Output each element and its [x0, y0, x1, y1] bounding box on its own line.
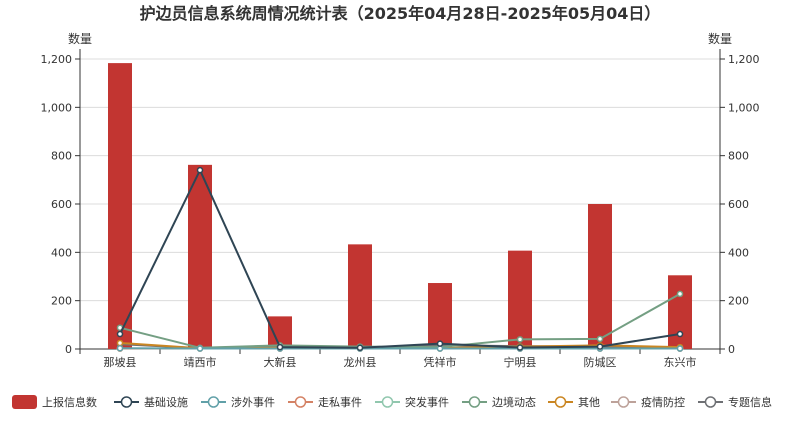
legend-label: 其他 — [578, 396, 600, 409]
data-point[interactable] — [196, 166, 204, 174]
legend-item[interactable]: 边境动态 — [462, 395, 536, 409]
legend[interactable]: 上报信息数 基础设施 涉外事件 走私事件 突发事件 边境动态 其他 疫情防控 专题信息 — [12, 395, 772, 409]
data-point[interactable] — [436, 340, 444, 347]
left-tick-label: 400 — [51, 246, 72, 259]
right-axis-name: 数量 — [708, 31, 732, 46]
left-tick-label: 1,000 — [41, 101, 73, 114]
right-tick-label: 200 — [728, 295, 749, 308]
legend-item[interactable]: 基础设施 — [114, 396, 188, 409]
left-tick-label: 200 — [51, 295, 72, 308]
legend-marker — [381, 396, 394, 408]
legend-label: 上报信息数 — [42, 395, 97, 409]
category-label: 大新县 — [264, 355, 297, 369]
data-point[interactable] — [676, 330, 684, 338]
chart-title: 护边员信息系统周情况统计表（2025年04月28日-2025年05月04日） — [140, 4, 661, 23]
bar[interactable] — [428, 283, 452, 349]
series-line — [119, 293, 681, 349]
category-label: 那坡县 — [104, 356, 137, 369]
legend-marker — [468, 396, 481, 408]
data-point[interactable] — [356, 344, 364, 352]
legend-marker — [617, 396, 630, 408]
data-point[interactable] — [516, 336, 524, 343]
legend-item[interactable]: 涉外事件 — [201, 395, 275, 409]
legend-swatch — [12, 395, 37, 409]
legend-label: 走私事件 — [318, 396, 362, 409]
line-layer — [116, 166, 684, 352]
legend-item[interactable]: 其他 — [548, 396, 600, 409]
legend-marker — [120, 396, 133, 408]
bar[interactable] — [668, 275, 692, 349]
legend-marker — [207, 396, 220, 408]
legend-label: 专题信息 — [728, 395, 772, 409]
bar[interactable] — [348, 244, 372, 349]
left-tick-label: 1,200 — [41, 53, 73, 66]
category-label: 龙州县 — [344, 356, 377, 369]
legend-marker — [554, 396, 567, 408]
category-label: 宁明县 — [504, 355, 537, 369]
legend-marker — [294, 396, 307, 408]
data-point[interactable] — [116, 345, 124, 352]
legend-item[interactable]: 疫情防控 — [611, 395, 685, 409]
data-point[interactable] — [516, 344, 524, 351]
data-point[interactable] — [196, 345, 204, 352]
series-line — [119, 169, 681, 349]
bar[interactable] — [108, 63, 132, 349]
right-tick-label: 1,000 — [728, 101, 760, 114]
legend-label: 边境动态 — [492, 395, 536, 409]
data-point[interactable] — [116, 330, 124, 338]
legend-item[interactable]: 专题信息 — [698, 395, 772, 409]
legend-label: 涉外事件 — [231, 395, 275, 409]
data-point[interactable] — [276, 343, 284, 351]
left-axis-name: 数量 — [68, 31, 92, 46]
right-tick-label: 0 — [728, 343, 735, 356]
right-tick-label: 400 — [728, 246, 749, 259]
data-point[interactable] — [676, 345, 684, 352]
left-tick-label: 600 — [51, 198, 72, 211]
right-tick-label: 1,200 — [728, 53, 760, 66]
data-point[interactable] — [596, 335, 604, 343]
grid-layer — [80, 58, 720, 302]
bar-layer — [108, 63, 692, 349]
data-point[interactable] — [676, 290, 684, 298]
bar[interactable] — [588, 204, 612, 349]
left-tick-label: 800 — [51, 150, 72, 163]
legend-marker — [704, 396, 717, 408]
data-point[interactable] — [116, 339, 124, 347]
legend-item[interactable]: 突发事件 — [375, 395, 449, 409]
bar[interactable] — [508, 250, 532, 349]
data-point[interactable] — [596, 343, 604, 350]
legend-label: 基础设施 — [144, 396, 188, 409]
left-tick-label: 0 — [65, 343, 72, 356]
bar[interactable] — [188, 164, 212, 349]
category-label: 凭祥市 — [424, 355, 457, 369]
category-label: 靖西市 — [184, 355, 217, 369]
legend-label: 疫情防控 — [641, 395, 685, 409]
right-tick-label: 800 — [728, 150, 749, 163]
legend-item[interactable]: 上报信息数 — [12, 395, 97, 409]
category-label: 防城区 — [584, 355, 617, 369]
legend-label: 突发事件 — [405, 395, 449, 409]
right-tick-label: 600 — [728, 198, 749, 211]
category-label: 东兴市 — [664, 355, 697, 369]
axis-layer: 0 0 200 200 400 400 600 600 800 800 1,000 1,000 1,20… — [41, 49, 760, 369]
legend-item[interactable]: 走私事件 — [288, 396, 362, 409]
